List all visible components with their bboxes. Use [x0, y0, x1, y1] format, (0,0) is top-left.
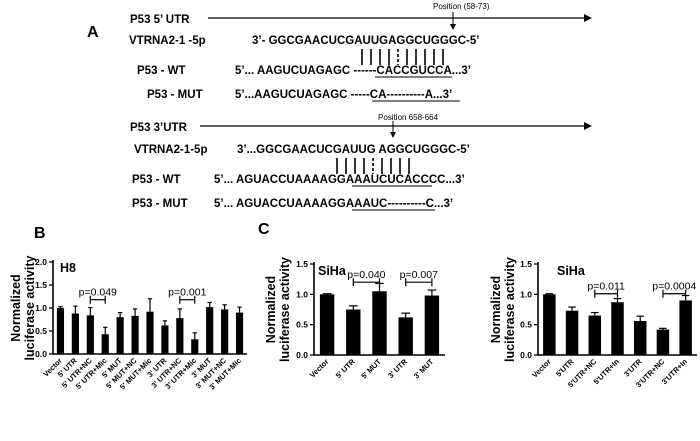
bar — [191, 339, 199, 354]
panel-label-a: A — [87, 24, 99, 41]
bar — [424, 295, 440, 355]
bar — [235, 312, 244, 354]
y-tick-label: 1.5 — [35, 280, 47, 290]
utr5-base-pair-lines — [361, 49, 444, 65]
bar — [86, 315, 94, 354]
y-tick-label: 1.5 — [520, 259, 532, 269]
p-value-annotation: p=0.001 — [168, 287, 206, 299]
bar — [679, 300, 692, 355]
y-tick-label: 0.0 — [520, 350, 532, 360]
utr3-header: P53 3’UTR — [130, 122, 188, 134]
bar — [588, 315, 602, 355]
y-axis-label-line: Normalized — [489, 276, 503, 343]
utr3-base-pair-lines — [336, 158, 410, 174]
utr3-position-arrowhead — [390, 132, 396, 138]
utr5-wt-seq: 5’... AAGUCUAGAGC ------CACCGUCCA...3’ — [235, 65, 471, 77]
utr3-mut-label: P53 - MUT — [132, 198, 188, 210]
bar — [131, 315, 139, 354]
bar — [319, 294, 335, 355]
bar — [146, 311, 154, 354]
utr5-position-arrowhead — [450, 24, 456, 30]
y-tick-label: 1.0 — [296, 289, 308, 299]
y-tick-label: 2.0 — [35, 257, 47, 267]
p-value-annotation: p=0.011 — [587, 281, 625, 293]
y-tick-label: 0.5 — [296, 320, 308, 330]
utr3-mut-seq: 5’... AGUACCUAAAAGGAAAUC----------C...3’ — [214, 198, 453, 210]
bar — [346, 309, 361, 355]
bar — [565, 310, 579, 355]
bar — [161, 325, 169, 354]
utr5-mirna-seq: 3’- GGCGAACUCGAUUGAGGCUGGGC-5’ — [252, 35, 479, 47]
y-axis-label: Normalizedluciferase activity — [264, 257, 292, 362]
bar — [656, 329, 670, 355]
utr3-mirna-seq: 3’...GGCGAACUCGAUUG AGGCUGGGC-5’ — [237, 144, 470, 156]
utr5-position-label: Position (58-73) — [433, 2, 490, 11]
y-axis-label-line: luciferase activity — [503, 257, 517, 362]
y-axis-label-line: luciferase activity — [23, 255, 37, 360]
y-tick-label: 1.5 — [296, 259, 308, 269]
y-axis-label: Normalizedluciferase activity — [9, 255, 37, 360]
bar — [101, 334, 109, 354]
bar — [633, 321, 647, 355]
utr5-axis-arrowhead — [584, 14, 592, 22]
bar — [543, 294, 556, 355]
utr3-position-label: Position 658-664 — [378, 113, 439, 122]
utr5-block: P53 5’ UTR Position (58-73) VTRNA2-1 -5p… — [129, 2, 592, 102]
utr5-header: P53 5’ UTR — [130, 14, 190, 26]
utr3-wt-seq: 5’... AGUACCUAAAAGGAAAUCUCACCCC...3’ — [214, 174, 465, 186]
p-value-annotation: p=0.040 — [347, 269, 385, 281]
y-axis-label-line: luciferase activity — [278, 257, 292, 362]
utr3-block: P53 3’UTR Position 658-664 VTRNA2-1-5p 3… — [130, 113, 592, 211]
bar — [116, 317, 124, 354]
chart-title: SiHa — [318, 264, 347, 278]
category-label: 5' UTR — [334, 357, 357, 380]
y-tick-label: 0.0 — [296, 350, 308, 360]
y-tick-label: 0.0 — [35, 349, 47, 359]
bar — [206, 307, 214, 354]
chart-title: SiHa — [557, 264, 586, 278]
utr3-mirna-label: VTRNA2-1-5p — [134, 144, 207, 156]
utr5-mirna-label: VTRNA2-1 -5p — [129, 35, 206, 47]
y-tick-label: 0.5 — [35, 326, 47, 336]
y-tick-label: 1.0 — [520, 289, 532, 299]
category-label: 3'UTR+In — [660, 357, 690, 387]
bar — [221, 309, 229, 354]
utr5-mut-seq: 5’...AAGUCUAGAGC -----CA----------A...3’ — [235, 89, 452, 101]
category-label: 3' MUT — [412, 357, 436, 381]
utr5-mut-label: P53 - MUT — [147, 89, 203, 101]
panel-label-b: B — [34, 225, 46, 242]
panel-label-c: C — [258, 221, 270, 238]
utr5-wt-label: P53 - WT — [137, 65, 186, 77]
p-value-annotation: p=0.049 — [79, 287, 117, 299]
category-label: Vector — [308, 357, 331, 380]
bar — [56, 308, 65, 354]
bar — [372, 291, 387, 355]
chart-title: H8 — [60, 261, 76, 275]
bar — [611, 302, 624, 355]
bar — [176, 318, 184, 354]
chart-c-siha-left: 0.0 0.5 1.0 1.5 Normalizedluciferase activit… — [264, 257, 445, 381]
utr3-axis-arrowhead — [584, 122, 592, 130]
y-axis-label-line: Normalized — [264, 276, 278, 343]
bar — [398, 317, 413, 355]
category-label: Vector — [530, 357, 553, 380]
p-value-annotation: p=0.0004 — [652, 281, 696, 293]
p-value-annotation: p=0.007 — [400, 269, 438, 281]
y-axis-label: Normalizedluciferase activity — [489, 257, 517, 362]
bar — [71, 313, 79, 354]
y-tick-label: 1.0 — [35, 303, 47, 313]
utr3-wt-label: P53 - WT — [132, 174, 181, 186]
category-label: 3' UTR — [386, 357, 409, 380]
y-axis-label-line: Normalized — [9, 274, 23, 341]
category-label: 5'UTR+In — [592, 357, 622, 387]
y-tick-label: 0.5 — [520, 320, 532, 330]
category-label: 5' MUT — [359, 357, 383, 381]
